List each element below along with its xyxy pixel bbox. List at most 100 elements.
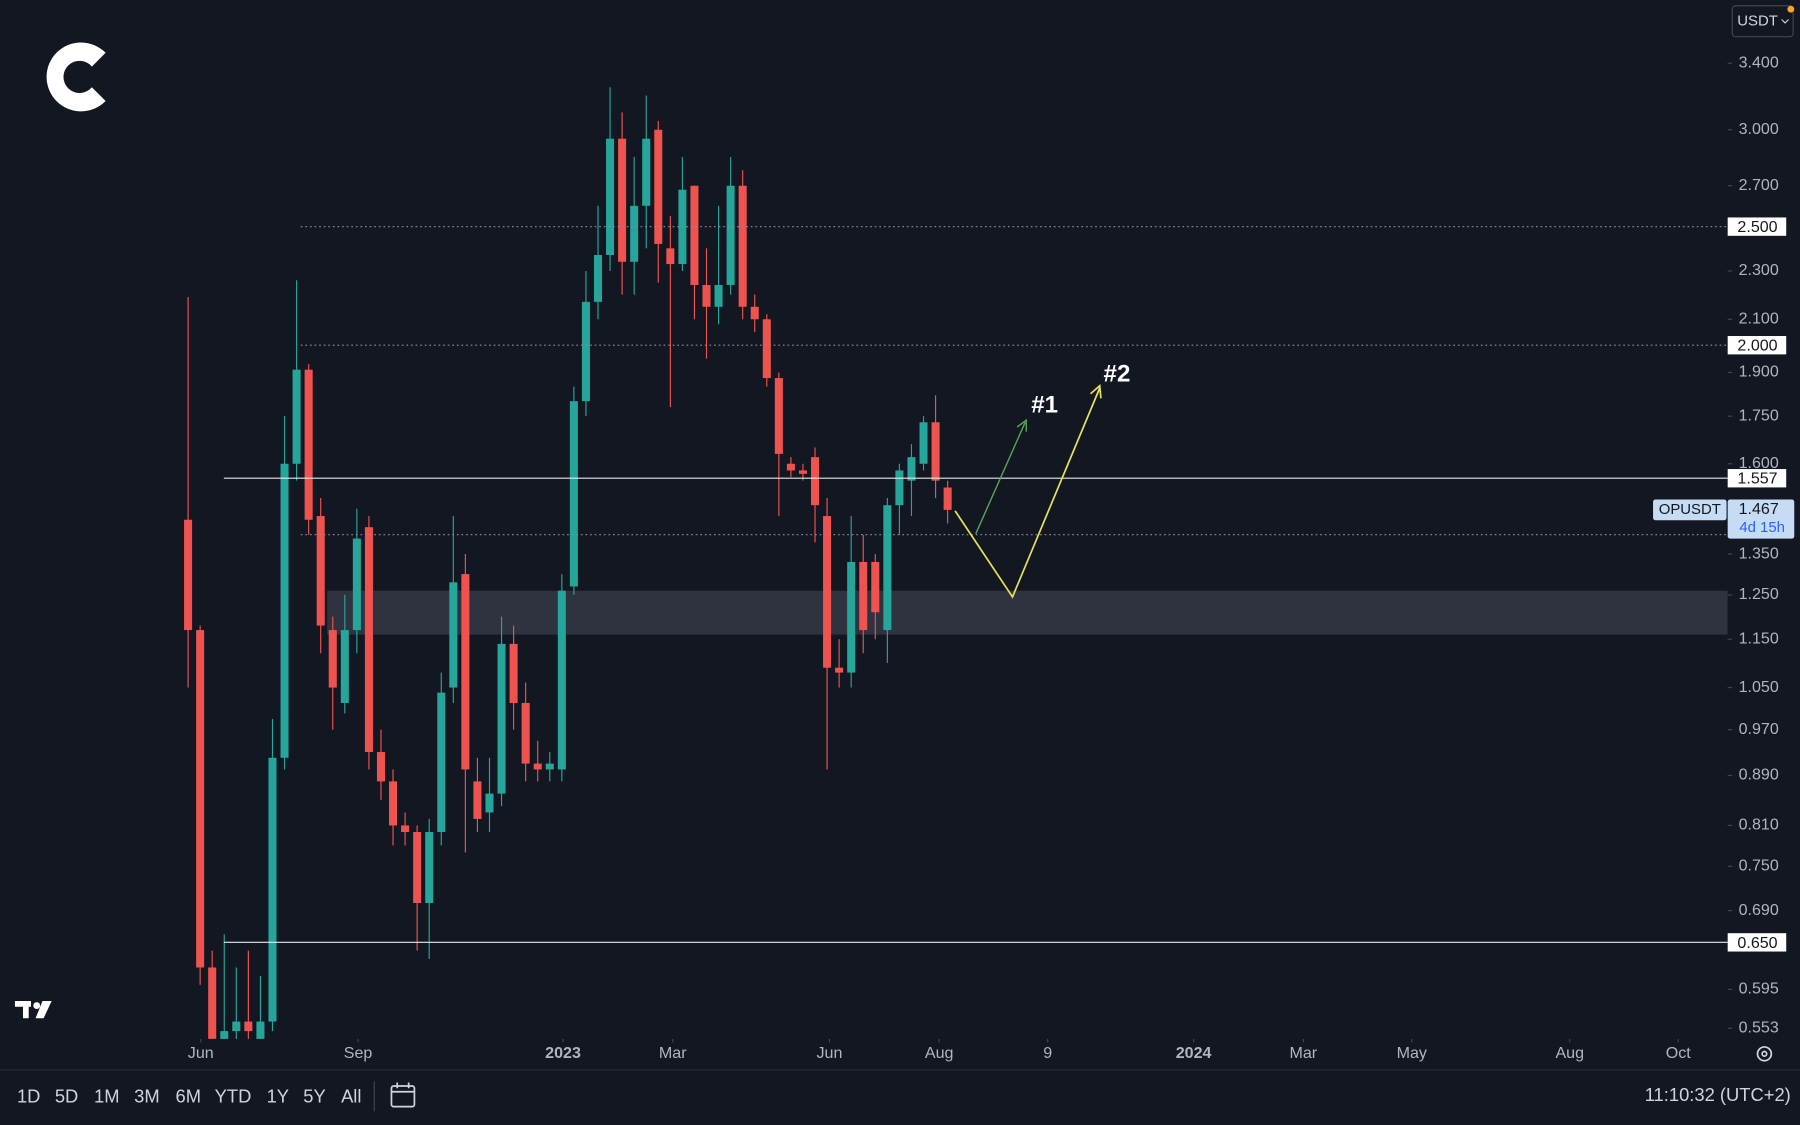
level-label-box [1727, 217, 1787, 236]
candle-body [413, 832, 422, 903]
candle-body [557, 590, 566, 770]
y-tick-label: 1.350 [1739, 544, 1779, 562]
y-tick-label: 3.000 [1739, 120, 1779, 138]
y-tick-label: 0.595 [1739, 980, 1779, 998]
range-button[interactable]: 5D [55, 1085, 78, 1106]
range-button[interactable]: 6M [176, 1085, 202, 1106]
price-box [1727, 499, 1795, 539]
range-button[interactable]: 5Y [303, 1085, 325, 1106]
candle-body [738, 185, 747, 307]
level-label: 2.000 [1737, 337, 1777, 355]
arrow-head [1089, 383, 1102, 399]
projection-path [954, 387, 1101, 599]
candle-body [895, 470, 904, 506]
candle-body [786, 463, 795, 471]
candle-body [630, 205, 639, 262]
level-label-box [1727, 336, 1787, 355]
candle-body [835, 667, 844, 673]
candle-body [569, 401, 578, 587]
candle-body [642, 138, 651, 206]
candle-body [244, 1021, 253, 1032]
candle-body [485, 793, 494, 813]
candle-body [871, 561, 880, 613]
plot-area [184, 87, 1728, 1039]
annotation: #2 [1104, 361, 1131, 388]
level-label-box [1727, 933, 1787, 952]
y-tick-label: 1.150 [1739, 629, 1779, 647]
drawings: #1 #2 [954, 361, 1131, 599]
x-tick-label: 2024 [1176, 1044, 1212, 1062]
settings-icon[interactable] [1756, 1046, 1773, 1062]
x-tick-label: May [1397, 1044, 1427, 1062]
candle-body [184, 519, 193, 631]
candle-body [389, 781, 398, 826]
candle-body [376, 752, 385, 782]
candle-body [593, 255, 603, 302]
y-tick-label: 0.890 [1739, 766, 1779, 784]
status-dot [1787, 5, 1795, 13]
y-tick-label: 2.700 [1739, 176, 1779, 194]
candle-body [714, 284, 723, 307]
candle-body [581, 301, 590, 402]
tradingview-logo [14, 1001, 52, 1019]
range-button[interactable]: All [341, 1085, 361, 1106]
y-tick-label: 0.810 [1739, 816, 1779, 834]
x-tick-label: Jun [188, 1044, 214, 1062]
currency[interactable]: USDT [1737, 13, 1778, 30]
y-tick-label: 1.900 [1739, 363, 1779, 381]
range-button[interactable]: YTD [215, 1085, 252, 1106]
candle-body [304, 369, 313, 520]
y-tick-label: 0.690 [1739, 901, 1779, 919]
x-tick-label: Aug [925, 1044, 954, 1062]
candle-body [702, 284, 711, 307]
chevron [1781, 19, 1789, 24]
y-tick-label: 0.750 [1739, 857, 1779, 875]
range-button[interactable]: 1Y [267, 1085, 289, 1106]
candle-body [618, 138, 627, 262]
x-tick-label: Oct [1666, 1044, 1692, 1062]
symbol-box [1653, 499, 1727, 521]
candle-body [437, 692, 446, 833]
candle-body [654, 129, 663, 244]
y-tick-label: 1.600 [1739, 454, 1779, 472]
level-label: 0.650 [1737, 934, 1777, 952]
y-tick-label: 3.400 [1739, 54, 1779, 72]
x-tick-label: Mar [1289, 1044, 1317, 1062]
y-tick-label: 0.970 [1739, 720, 1779, 738]
candle-body [280, 463, 289, 758]
candle-body [847, 561, 856, 673]
y-tick-label: 2.300 [1739, 261, 1779, 279]
x-tick-label: Sep [344, 1044, 373, 1062]
projection-arrow [975, 422, 1026, 535]
candle-body [268, 757, 277, 1022]
currency-button[interactable] [1731, 5, 1794, 38]
y-tick-label: 0.553 [1739, 1018, 1779, 1036]
y-tick-label: 1.250 [1739, 585, 1779, 603]
candle-body [220, 1031, 229, 1039]
range-button[interactable]: 3M [134, 1085, 160, 1106]
x-tick-label: 2023 [545, 1044, 581, 1062]
annotation: #1 [1031, 392, 1058, 419]
countdown: 4d 15h [1739, 519, 1785, 536]
logo [46, 42, 106, 112]
candle-body [449, 582, 458, 688]
candle-body [907, 457, 916, 481]
candle-body [521, 702, 530, 764]
candle-body [352, 538, 361, 631]
x-tick-label: Aug [1555, 1044, 1584, 1062]
candle-body [810, 457, 820, 506]
candle-body [798, 470, 807, 474]
candle-body [461, 574, 470, 770]
candle-body [425, 832, 434, 903]
x-tick-label: 9 [1043, 1044, 1052, 1062]
candle-body [919, 422, 928, 464]
candle-body [316, 516, 325, 626]
range-button[interactable]: 1M [94, 1085, 120, 1106]
candle-body [533, 763, 542, 770]
candle-body [545, 763, 554, 770]
candle-body [473, 781, 482, 819]
y-tick-label: 1.050 [1739, 678, 1779, 696]
range-button[interactable]: 1D [17, 1085, 40, 1106]
calendar-icon[interactable] [390, 1082, 416, 1108]
